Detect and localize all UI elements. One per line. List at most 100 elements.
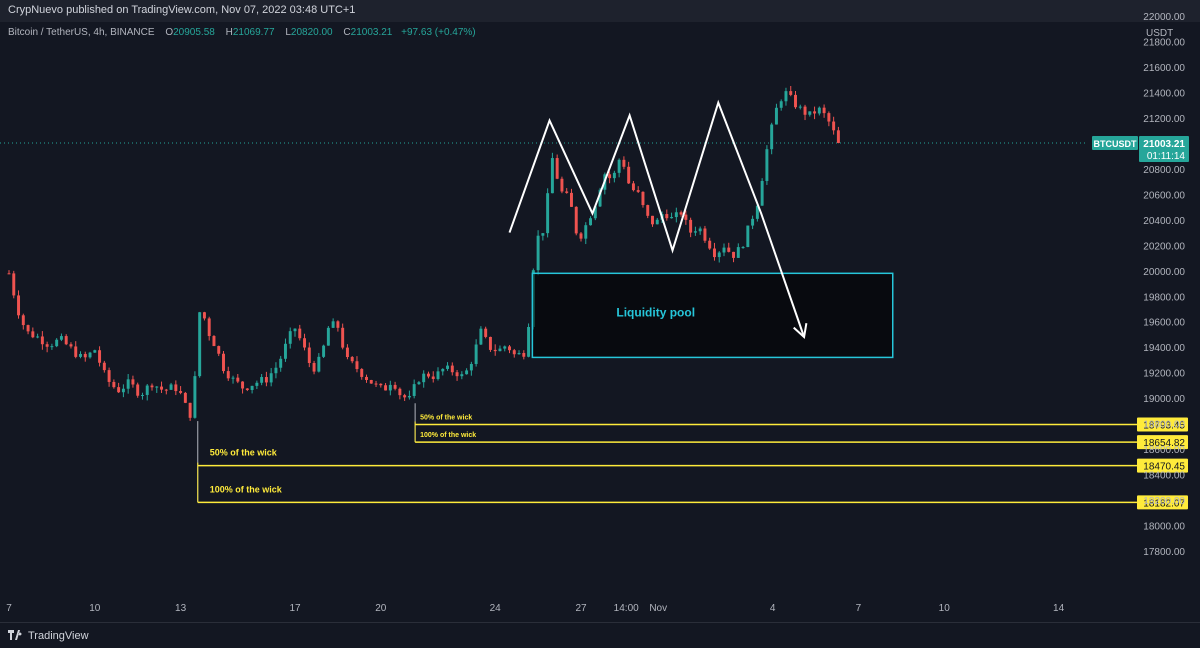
candle-body <box>717 252 721 258</box>
level-label-1: 100% of the wick <box>420 432 476 439</box>
price-tick-1: 21800.00 <box>1143 37 1185 48</box>
candle-body <box>794 94 797 108</box>
candle-body <box>369 380 373 384</box>
candle-body <box>512 350 516 355</box>
candle-body <box>274 367 278 374</box>
candle-body <box>121 388 125 393</box>
candle-body <box>79 353 82 357</box>
candle-body <box>350 357 354 362</box>
candle-body <box>827 113 831 122</box>
candle-body <box>236 377 240 382</box>
candle-body <box>193 376 197 418</box>
candle-body <box>388 384 392 391</box>
candle-body <box>722 247 726 253</box>
candle-body <box>417 382 421 385</box>
candle-body <box>689 219 693 233</box>
candle-body <box>164 389 168 391</box>
candle-body <box>670 217 674 219</box>
candle-body <box>226 371 230 379</box>
candle-body <box>798 106 802 108</box>
pattern-zigzag[interactable] <box>508 99 806 338</box>
close-value: 21003.21 <box>350 27 393 38</box>
countdown-text: 01:11:14 <box>1147 151 1186 162</box>
publisher-bar: CrypNuevo published on TradingView.com, … <box>0 0 1200 22</box>
candle-body <box>488 336 492 350</box>
candle-body <box>279 358 283 368</box>
candle-body <box>202 312 206 319</box>
price-tick-19: 18200.00 <box>1143 496 1185 507</box>
last-price-tag <box>1139 135 1189 162</box>
candle-body <box>727 247 731 252</box>
candle-body <box>45 344 49 347</box>
candle-body <box>755 205 759 219</box>
candle-body <box>636 190 640 192</box>
candle-body <box>817 107 821 114</box>
candle-body <box>455 372 459 377</box>
tradingview-logo-icon <box>8 630 22 640</box>
price-axis[interactable]: USDT 22000.00 21800.00 21600.00 21400.00 2120… <box>1092 12 1189 558</box>
candle-body <box>779 101 783 108</box>
candle-body <box>222 353 225 372</box>
candle-body <box>241 381 245 389</box>
candle-body <box>64 336 68 345</box>
candle-body <box>107 370 111 382</box>
candle-body <box>7 273 11 275</box>
candle-body <box>336 321 340 328</box>
candle-body <box>102 362 106 371</box>
candle-body <box>517 352 521 355</box>
low-label: L <box>285 27 291 38</box>
candle-body <box>765 149 769 181</box>
candle-body <box>98 350 102 363</box>
candle-body <box>617 159 621 173</box>
candle-body <box>527 327 531 357</box>
candle-body <box>307 347 311 363</box>
candle-body <box>55 339 59 347</box>
candle-body <box>541 233 545 236</box>
price-tick-14: 19200.00 <box>1143 369 1185 380</box>
price-tick-0: 22000.00 <box>1143 12 1185 23</box>
candle-body <box>426 373 430 377</box>
candle-body <box>255 382 259 386</box>
high-label: H <box>225 27 233 38</box>
candle-body <box>679 212 683 215</box>
liquidity-pool-box[interactable]: Liquidity pool <box>531 272 894 359</box>
candle-body <box>59 336 63 340</box>
candle-body <box>774 107 778 125</box>
candle-body <box>112 381 116 388</box>
candle-body <box>612 172 616 179</box>
price-chart[interactable]: Liquidity pool 50% of the wick 18793.45 10… <box>0 0 1200 622</box>
time-axis[interactable]: 7 10 13 17 20 24 27 14:00 Nov 4 7 10 14 <box>6 603 1064 614</box>
pattern-drawing[interactable] <box>508 99 808 339</box>
candle-body <box>40 336 44 345</box>
candle-body <box>317 356 321 372</box>
time-tick-6: 27 <box>575 603 587 614</box>
close-label: C <box>343 27 351 38</box>
level-price-tag-2 <box>1137 458 1188 473</box>
candle-body <box>674 212 678 218</box>
candle-body <box>303 338 307 348</box>
symbol-title[interactable]: Bitcoin / TetherUS, 4h, BINANCE <box>8 27 155 38</box>
time-tick-9: 4 <box>770 603 776 614</box>
symbol-tag[interactable] <box>1092 135 1138 150</box>
candle-body <box>555 158 559 179</box>
price-tick-9: 20200.00 <box>1143 241 1185 252</box>
change-value: +97.63 (+0.47%) <box>401 27 476 38</box>
liquidity-pool-rect[interactable] <box>531 272 894 359</box>
candle-body <box>288 331 292 344</box>
candle-body <box>789 91 793 95</box>
candle-body <box>593 206 597 219</box>
candle-body <box>469 363 473 371</box>
open-value: 20905.58 <box>173 27 215 38</box>
candle-body <box>212 336 216 347</box>
candle-body <box>646 205 650 216</box>
price-tick-2: 21600.00 <box>1143 63 1185 74</box>
wick-levels[interactable]: 50% of the wick 18793.45 100% of the wick 1… <box>197 414 1188 510</box>
candle-body <box>407 395 411 398</box>
tradingview-logo[interactable]: TradingView <box>8 630 89 642</box>
candle-body <box>712 248 716 258</box>
candle-body <box>93 350 97 353</box>
price-tick-3: 21400.00 <box>1143 88 1185 99</box>
publisher-text: CrypNuevo published on TradingView.com, … <box>8 4 356 16</box>
candle-body <box>207 318 211 337</box>
price-tick-7: 20600.00 <box>1143 190 1185 201</box>
